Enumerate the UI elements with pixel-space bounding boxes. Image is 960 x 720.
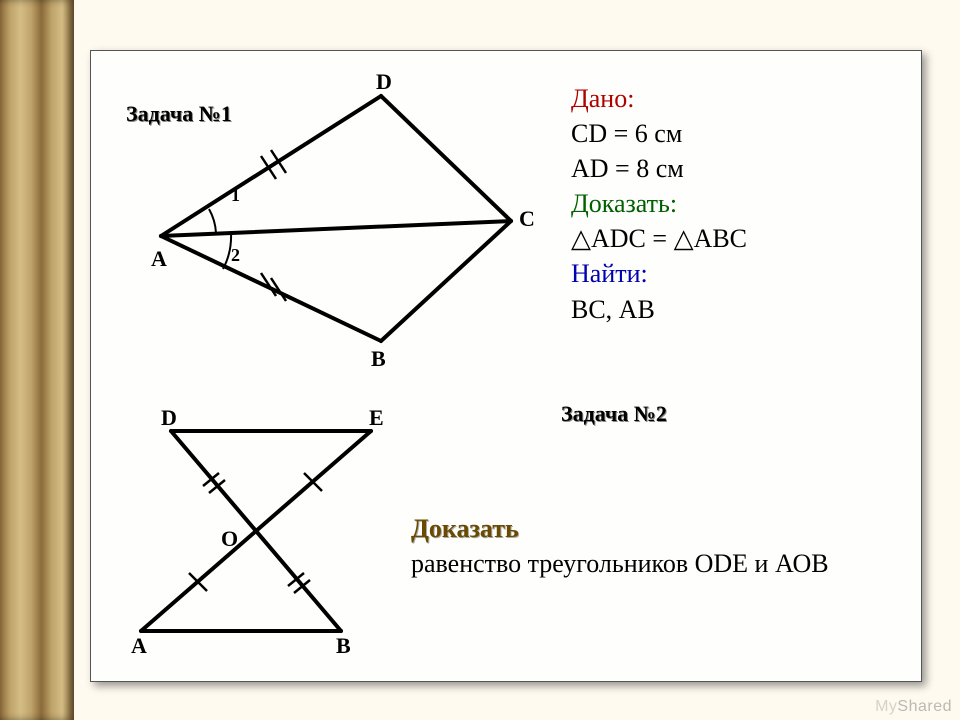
prove2-keyword: Доказать [411,514,519,543]
point-E: Е [369,405,384,430]
problem2-text-block: Доказать равенство треугольников ОDE и А… [411,511,829,581]
find-line: ВС, АВ [571,292,747,327]
angle-1-label: 1 [231,185,240,205]
problem1-text-block: Дано: CD = 6 см AD = 8 см Доказать: △АDС… [571,81,747,327]
point-A: А [151,246,167,271]
problem2-title: Задача №2 [561,401,667,427]
problem1-diagram: А В С D 1 2 [101,61,561,371]
angle-2-label: 2 [231,245,240,265]
content-panel: Задача №1 А В С D 1 2 [90,50,922,682]
point-D: D [376,69,392,94]
given-line-1: CD = 6 см [571,116,747,151]
given-line-2: AD = 8 см [571,151,747,186]
point-B2: В [336,633,351,658]
point-A2: А [131,633,147,658]
point-D2: D [161,405,177,430]
problem2-diagram: D Е А В О [111,401,411,661]
point-B: В [371,346,386,371]
prove-label: Доказать: [571,189,677,218]
slide-root: Задача №1 А В С D 1 2 [0,0,960,720]
prove-line: △АDС = △АВС [571,221,747,256]
point-C: С [519,206,535,231]
watermark: MyShared [875,698,952,716]
given-label: Дано: [571,84,634,113]
point-O: О [221,526,238,551]
find-label: Найти: [571,259,648,288]
decorative-left-strip [0,0,74,720]
prove2-text: равенство треугольников ОDE и АОВ [411,549,829,578]
